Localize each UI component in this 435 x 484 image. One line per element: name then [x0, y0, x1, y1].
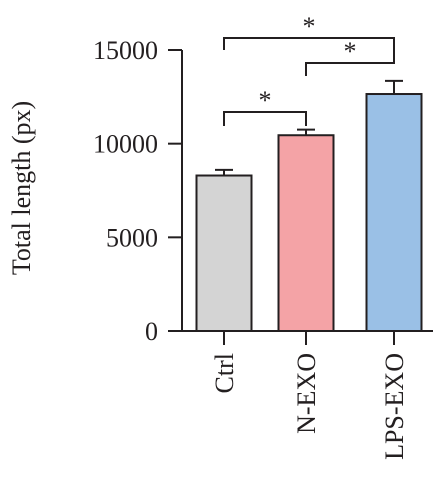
plot-area: 0 5000 10000 15000 Ctrl N-EXO LPS-EXO * * * [93, 12, 433, 460]
significance-marker: * [344, 37, 357, 66]
bar-lps-exo [365, 93, 423, 332]
significance-bracket [223, 111, 307, 126]
significance-marker: * [303, 12, 316, 41]
bar-ctrl [195, 174, 253, 332]
y-tick-label: 10000 [93, 130, 158, 159]
significance-bracket [223, 37, 395, 50]
x-tick-label: N-EXO [292, 353, 321, 434]
significance-bracket [305, 50, 395, 76]
x-tick-label: Ctrl [210, 353, 239, 393]
y-tick-label: 0 [145, 317, 158, 346]
y-axis-label: Total length (px) [7, 101, 36, 275]
y-tick-label: 15000 [93, 36, 158, 65]
significance-marker: * [259, 86, 272, 115]
x-tick-label: LPS-EXO [380, 353, 409, 460]
bar-n-exo [277, 134, 335, 332]
y-tick-label: 5000 [106, 223, 158, 252]
